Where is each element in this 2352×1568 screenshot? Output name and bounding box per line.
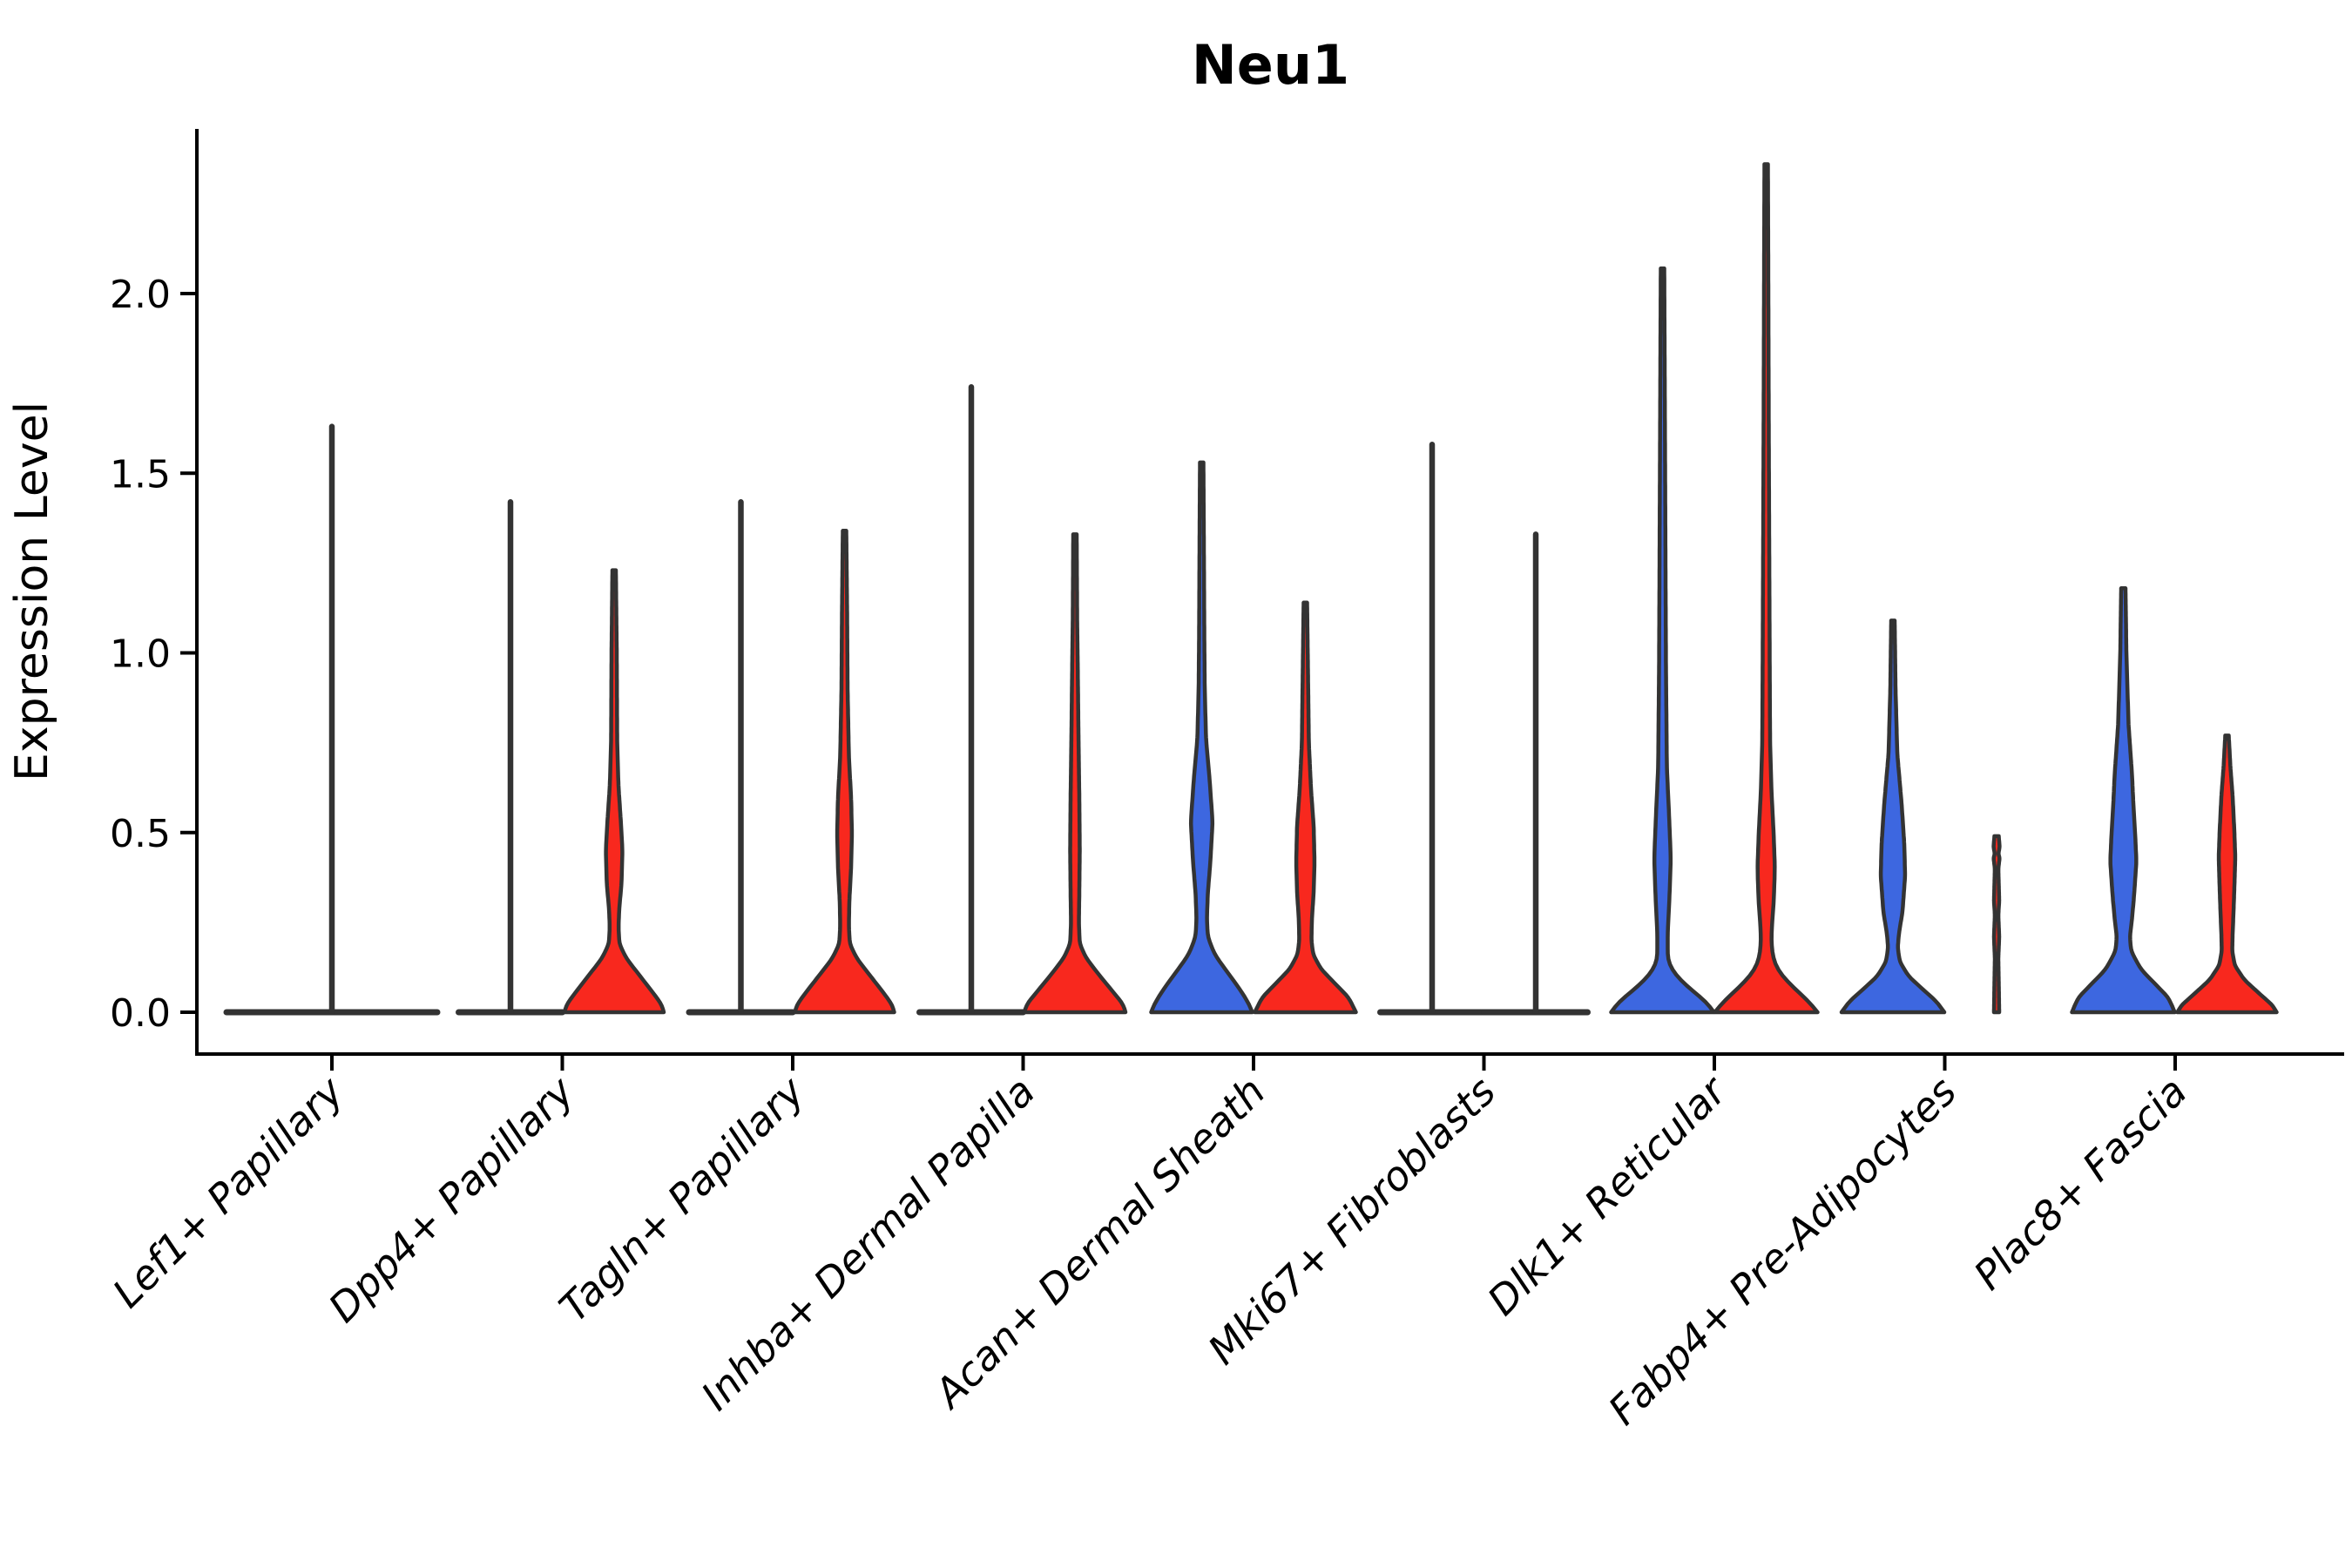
y-tick-label: 2.0: [110, 273, 171, 317]
violin-8-left: [2070, 586, 2177, 1015]
violin-3-right: [1022, 532, 1128, 1015]
y-tick-label: 0.5: [110, 812, 171, 856]
violin-2-right: [793, 529, 896, 1015]
y-tick-label: 0.0: [110, 991, 171, 1036]
violin-shape: [1149, 460, 1254, 1015]
violin-5-right: [1481, 531, 1591, 1016]
violin-4-right: [1253, 600, 1358, 1015]
violin-8-right: [2175, 733, 2279, 1015]
violin-shape: [1253, 600, 1358, 1015]
violin-1-left: [456, 499, 565, 1016]
violin-shape: [1713, 162, 1820, 1015]
violin-5-left: [1377, 442, 1487, 1016]
axis-spines: [195, 129, 2344, 1056]
violin-shape: [793, 529, 896, 1015]
y-tick-label: 1.5: [110, 452, 171, 497]
violin-shape: [1991, 834, 2002, 1015]
violin-7-left: [1839, 618, 1947, 1015]
y-tick-label: 1.0: [110, 632, 171, 677]
violin-4-left: [1149, 460, 1254, 1015]
violin-shape: [1839, 618, 1947, 1015]
violin-shape: [2070, 586, 2177, 1015]
violin-7-right: [1991, 834, 2002, 1015]
y-axis-label: Expression Level: [6, 402, 58, 781]
violin-6-right: [1713, 162, 1820, 1015]
violin-shape: [562, 568, 666, 1015]
violin-1-right: [562, 568, 666, 1015]
violin-0-center: [223, 423, 441, 1016]
violin-2-left: [686, 499, 796, 1016]
violin-shape: [1609, 266, 1716, 1015]
violin-3-left: [916, 384, 1026, 1016]
violin-shape: [1022, 532, 1128, 1015]
chart-title: Neu1: [1192, 33, 1349, 97]
violins-layer: [223, 162, 2279, 1016]
violin-shape: [2175, 733, 2279, 1015]
violin-6-left: [1609, 266, 1716, 1015]
